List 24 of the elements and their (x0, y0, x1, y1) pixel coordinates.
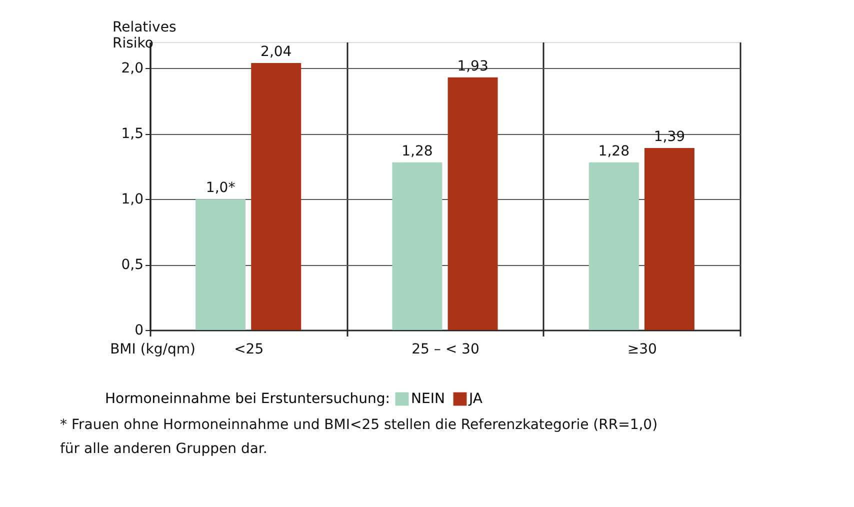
legend-label: NEIN (411, 391, 445, 407)
y-tick-label: 0,5 (121, 257, 144, 274)
y-tick-label: 1,5 (121, 126, 144, 142)
bar (196, 199, 246, 330)
y-axis-title: Relatives Risiko (112, 20, 176, 52)
x-tick-label: ≥30 (627, 342, 657, 358)
bar (588, 162, 639, 330)
legend-label: JA (468, 391, 483, 407)
text: * Frauen ohne Hormoneinnahme und BMI<25 stellen die Referenzkategorie (RR=1,0) für alle anderen Gruppen dar. (60, 417, 658, 457)
legend-title: Hormoneinnahme bei Erstuntersuchung: (105, 391, 390, 407)
y-tick-label: 0 (134, 322, 144, 338)
data-label: 1,0* (206, 180, 236, 196)
data-label: 2,04 (260, 44, 292, 60)
bar (251, 62, 302, 330)
bar (448, 77, 498, 330)
y-tick-label: 2,0 (121, 60, 144, 77)
bar (644, 148, 694, 330)
x-axis-title: BMI (kg/qm) (110, 342, 196, 358)
y-tick-label: 1,0 (121, 192, 144, 208)
bar (392, 162, 442, 330)
x-tick-label: 25 – < 30 (412, 342, 480, 358)
x-tick-label: <25 (234, 342, 264, 358)
data-label: 1,28 (598, 143, 630, 160)
data-label: 1,28 (402, 143, 433, 160)
